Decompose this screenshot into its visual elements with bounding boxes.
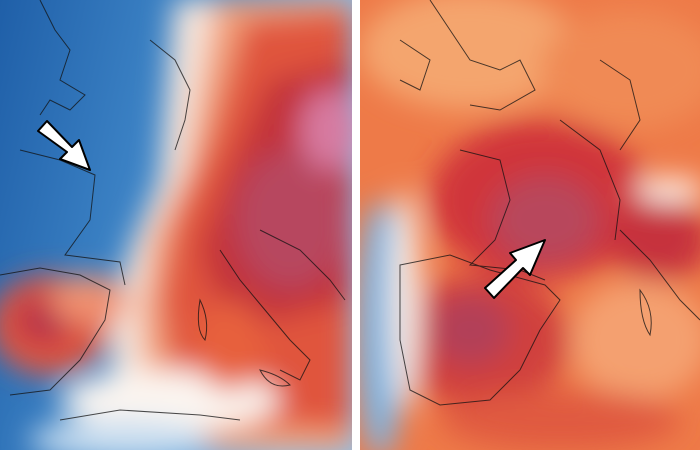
arrow-right	[484, 239, 546, 299]
temperature-field	[0, 0, 352, 450]
panel-divider	[352, 0, 360, 450]
right-map	[360, 0, 700, 450]
arrow-left	[37, 120, 91, 171]
left-map	[0, 0, 352, 450]
temperature-field	[360, 0, 700, 450]
